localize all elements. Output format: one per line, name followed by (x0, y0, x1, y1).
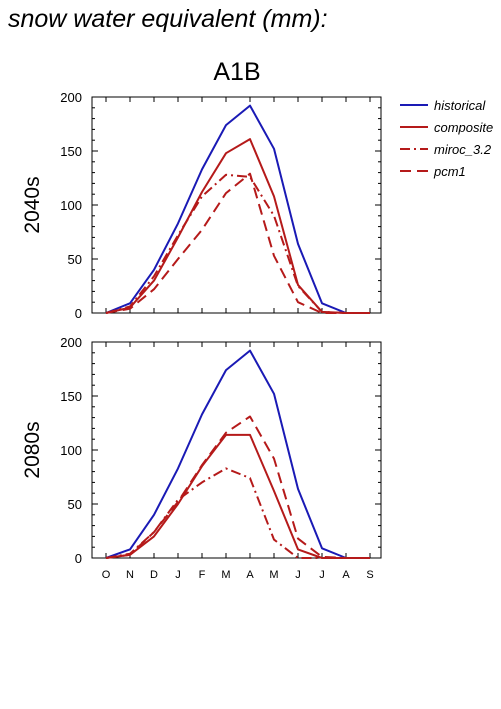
series-historical (105, 104, 370, 314)
legend-label: historical (434, 98, 486, 113)
x-tick-label: S (366, 569, 373, 581)
y-tick-label: 0 (75, 306, 82, 321)
y-tick-label: 150 (60, 389, 82, 404)
panel-label: 2040s (21, 176, 44, 233)
x-tick-label: F (199, 569, 206, 581)
x-tick-label: M (221, 569, 230, 581)
y-tick-label: 50 (68, 252, 82, 267)
x-tick-label: J (295, 569, 301, 581)
series-pcm1 (105, 415, 370, 559)
legend: historical composite miroc_3.2 pcm1 (400, 98, 493, 179)
x-tick-label: A (246, 569, 254, 581)
x-tick-label: N (126, 569, 134, 581)
legend-label: pcm1 (433, 164, 466, 179)
series-miroc-3-2 (105, 467, 370, 559)
y-tick-label: 100 (60, 198, 82, 213)
panel-2080s: 0 50 100 150 200 O N D J F M A M J J A S 2080s (21, 335, 382, 581)
series-miroc-3-2 (105, 173, 370, 314)
y-tick-label: 0 (75, 551, 82, 566)
y-tick-label: 200 (60, 335, 82, 350)
x-tick-label: M (269, 569, 278, 581)
y-tick-label: 200 (60, 90, 82, 105)
plot-frame (91, 96, 382, 314)
y-tick-label: 50 (68, 497, 82, 512)
legend-label: miroc_3.2 (434, 142, 492, 157)
series-historical (105, 349, 370, 559)
x-tick-label: A (342, 569, 350, 581)
x-tick-label: J (319, 569, 325, 581)
figure-title: snow water equivalent (mm): (8, 5, 328, 33)
y-tick-label: 100 (60, 443, 82, 458)
series-pcm1 (105, 172, 370, 314)
panel-label: 2080s (21, 421, 44, 478)
panel-2040s: 0 50 100 150 200 2040s (21, 90, 382, 321)
y-tick-label: 150 (60, 144, 82, 159)
plot-frame (91, 341, 382, 559)
x-tick-label: O (102, 569, 111, 581)
legend-label: composite (434, 120, 493, 135)
x-tick-label: J (175, 569, 181, 581)
x-tick-label: D (150, 569, 158, 581)
chart-panels: 0 50 100 150 200 2040s 0 50 100 150 200 O N D J F M A M J J A… (21, 90, 382, 581)
scenario-title: A1B (213, 58, 260, 86)
